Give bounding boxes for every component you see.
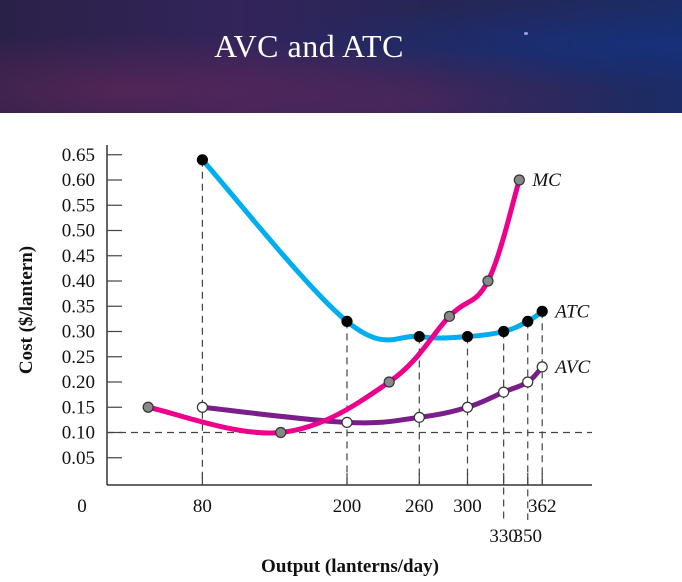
avc-label: AVC <box>553 357 590 378</box>
x-axis-title: Output (lanterns/day) <box>261 556 439 577</box>
atc-label: ATC <box>553 301 589 322</box>
x-tick-label: 362 <box>528 496 557 517</box>
atc-curve <box>199 157 545 343</box>
x-tick-label: 330 <box>489 526 518 547</box>
y-tick-label: 0.30 <box>62 322 95 343</box>
x-tick-label: 300 <box>453 496 482 517</box>
atc-point <box>196 154 208 166</box>
atc-point <box>341 315 353 327</box>
mc-label: MC <box>531 170 561 191</box>
atc-point <box>536 305 548 317</box>
y-tick-label: 0.20 <box>62 372 95 393</box>
chart-title: AVC and ATC <box>214 28 404 64</box>
y-tick-label: 0.45 <box>62 246 95 267</box>
atc-point <box>498 325 510 338</box>
y-tick-label: 0.05 <box>62 448 95 469</box>
y-tick-label: 0.15 <box>62 397 95 418</box>
y-tick-label: 0.35 <box>62 296 95 317</box>
y-tick-label: 0.25 <box>62 347 95 368</box>
x-tick-label: 80 <box>193 496 212 517</box>
y-tick-label: 0.60 <box>62 170 95 191</box>
mc-point <box>443 310 456 322</box>
title-banner: AVC and ATC <box>0 0 682 113</box>
atc-point <box>461 330 474 343</box>
atc-point <box>522 315 534 327</box>
mc-point <box>142 401 154 413</box>
x-origin-label: 0 <box>77 496 87 517</box>
avc-point <box>536 361 548 373</box>
atc-point <box>413 330 425 343</box>
mc-point <box>275 426 287 439</box>
x-tick-label: 260 <box>405 496 434 517</box>
avc-point <box>461 401 474 413</box>
mc-curve <box>145 177 522 436</box>
x-tick-label: 200 <box>333 496 362 517</box>
x-tick-label: 350 <box>514 526 543 547</box>
y-axis-title: Cost ($/lantern) <box>16 246 37 374</box>
mc-point <box>513 174 525 186</box>
avc-point <box>196 401 208 413</box>
y-tick-label: 0.50 <box>62 221 95 242</box>
avc-point <box>413 411 425 423</box>
labels: Output (lanterns/day) Cost ($/lantern) ATC… <box>16 170 590 577</box>
y-tick-label: 0.40 <box>62 271 95 292</box>
avc-point <box>522 376 534 388</box>
mc-point <box>482 275 494 287</box>
y-tick-label: 0.65 <box>62 145 95 166</box>
avc-point <box>498 386 510 398</box>
decorative-sparkle <box>524 32 528 35</box>
markers <box>142 154 548 439</box>
axes: 0.65 0.60 0.55 0.50 0.45 0.40 0.35 0.30 0.25 0.20… <box>62 145 592 547</box>
y-tick-label: 0.55 <box>62 195 95 216</box>
curves <box>145 157 545 436</box>
guide-lines <box>107 159 592 520</box>
mc-point <box>383 376 395 388</box>
avc-point <box>341 416 353 428</box>
y-tick-label: 0.10 <box>62 423 95 444</box>
